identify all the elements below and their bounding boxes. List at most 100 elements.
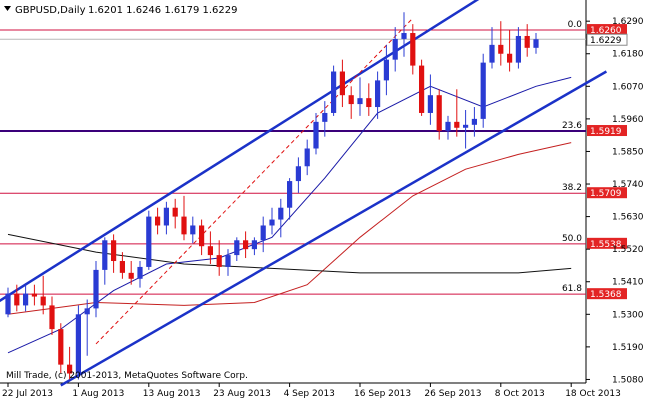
- candle-body: [31, 293, 37, 297]
- candle-body: [392, 38, 398, 60]
- candle-body: [427, 95, 433, 113]
- candle-body: [84, 308, 90, 315]
- candle-body: [146, 216, 152, 267]
- time-axis: 22 Jul 2013 1 Aug 2013 13 Aug 2013 23 Aug 2…: [2, 383, 621, 399]
- candle-body: [313, 121, 319, 149]
- candle-body: [181, 216, 187, 235]
- price-tick-label: 1.5080: [612, 375, 644, 385]
- fib-price-tag: [587, 125, 627, 137]
- candle-body: [278, 207, 284, 220]
- current-price-tag: [586, 33, 628, 46]
- candle-body: [128, 272, 134, 279]
- price-tick-label: 1.5300: [612, 310, 644, 320]
- collapse-triangle-icon[interactable]: [4, 6, 11, 11]
- trend-channel[interactable]: [0, 0, 608, 387]
- candle-body: [199, 225, 205, 247]
- candle-body: [366, 98, 372, 108]
- candle-body: [243, 240, 249, 250]
- price-tick-label: 1.5740: [612, 180, 644, 190]
- candle-body: [295, 166, 301, 182]
- price-tick-label: 1.5190: [612, 343, 644, 353]
- candle-body: [401, 33, 407, 39]
- candle-body: [75, 314, 81, 374]
- price-tick-label: 1.6290: [612, 17, 644, 27]
- fib-level-label: 0.0: [568, 20, 583, 30]
- candle-body: [119, 261, 125, 273]
- moving-average-slow: [7, 233, 572, 274]
- time-tick-label: 8 Oct 2013: [495, 389, 545, 399]
- moving-average-fast: [7, 76, 572, 354]
- candle-body: [436, 95, 442, 131]
- fib-level-label: 23.6: [562, 121, 582, 131]
- price-tick-label: 1.5520: [612, 245, 644, 255]
- candle-body: [489, 44, 495, 63]
- candle-body: [375, 80, 381, 108]
- current-price-tag-label: 1.6229: [590, 36, 622, 46]
- time-tick-label: 26 Sep 2013: [424, 389, 481, 399]
- candle-body: [163, 207, 169, 226]
- time-tick-label: 23 Aug 2013: [213, 389, 271, 399]
- moving-averages: [7, 76, 572, 354]
- candle-body: [67, 364, 73, 374]
- time-tick-label: 18 Oct 2013: [565, 389, 621, 399]
- candle-body: [111, 240, 117, 262]
- candle-body: [155, 216, 161, 226]
- fib-price-tag-label: 1.5538: [590, 240, 622, 250]
- candle-body: [454, 121, 460, 128]
- candle-body: [260, 225, 266, 241]
- candle-body: [207, 246, 213, 256]
- candle-body: [251, 240, 257, 250]
- fib-level-label: 50.0: [562, 234, 582, 244]
- fib-price-tag: [587, 237, 627, 249]
- candle-body: [216, 255, 222, 267]
- fib-price-tag: [587, 24, 627, 36]
- price-tick-label: 1.6070: [612, 82, 644, 92]
- channel-lower-line[interactable]: [60, 70, 608, 387]
- candle-body: [14, 293, 20, 306]
- fib-price-tag-label: 1.5709: [590, 189, 622, 199]
- candle-body: [498, 44, 504, 54]
- time-tick-label: 4 Sep 2013: [284, 389, 335, 399]
- candle-body: [471, 118, 477, 125]
- candle-body: [49, 305, 55, 330]
- candle-body: [524, 35, 530, 48]
- candle-body: [357, 98, 363, 105]
- channel-upper-line[interactable]: [0, 0, 483, 304]
- ohlc-readout: 1.6201 1.6246 1.6179 1.6229: [88, 5, 238, 16]
- candle-body: [339, 71, 345, 96]
- candle-body: [190, 225, 196, 235]
- candle-body: [287, 181, 293, 208]
- candle-body: [383, 59, 389, 81]
- price-tick-label: 1.5960: [612, 115, 644, 125]
- candle-body: [23, 293, 29, 306]
- candle-body: [269, 219, 275, 226]
- price-tick-label: 1.6180: [612, 50, 644, 60]
- candle-body: [507, 53, 513, 63]
- candle-body: [463, 124, 469, 128]
- chart-header: GBPUSD,Daily 1.6201 1.6246 1.6179 1.6229: [4, 5, 238, 16]
- candle-body: [225, 255, 231, 267]
- candle-body: [234, 240, 240, 256]
- candle-body: [102, 240, 108, 270]
- fib-level-label: 38.2: [562, 183, 582, 193]
- candle-body: [304, 148, 310, 167]
- time-tick-label: 13 Aug 2013: [143, 389, 201, 399]
- candle-body: [515, 35, 521, 63]
- price-tick-label: 1.5410: [612, 278, 644, 288]
- fib-price-tag-label: 1.5919: [590, 127, 622, 137]
- fib-price-tag: [587, 288, 627, 300]
- channel-midline[interactable]: [95, 17, 414, 345]
- moving-average-mid: [7, 142, 572, 315]
- candle-body: [137, 266, 143, 279]
- candle-body: [5, 293, 11, 315]
- price-tick-label: 1.5630: [612, 213, 644, 223]
- candle-body: [445, 121, 451, 131]
- candle-body: [348, 95, 354, 105]
- price-tick-label: 1.5850: [612, 147, 644, 157]
- time-tick-label: 16 Sep 2013: [354, 389, 411, 399]
- candle-body: [419, 65, 425, 113]
- candle-body: [58, 329, 64, 365]
